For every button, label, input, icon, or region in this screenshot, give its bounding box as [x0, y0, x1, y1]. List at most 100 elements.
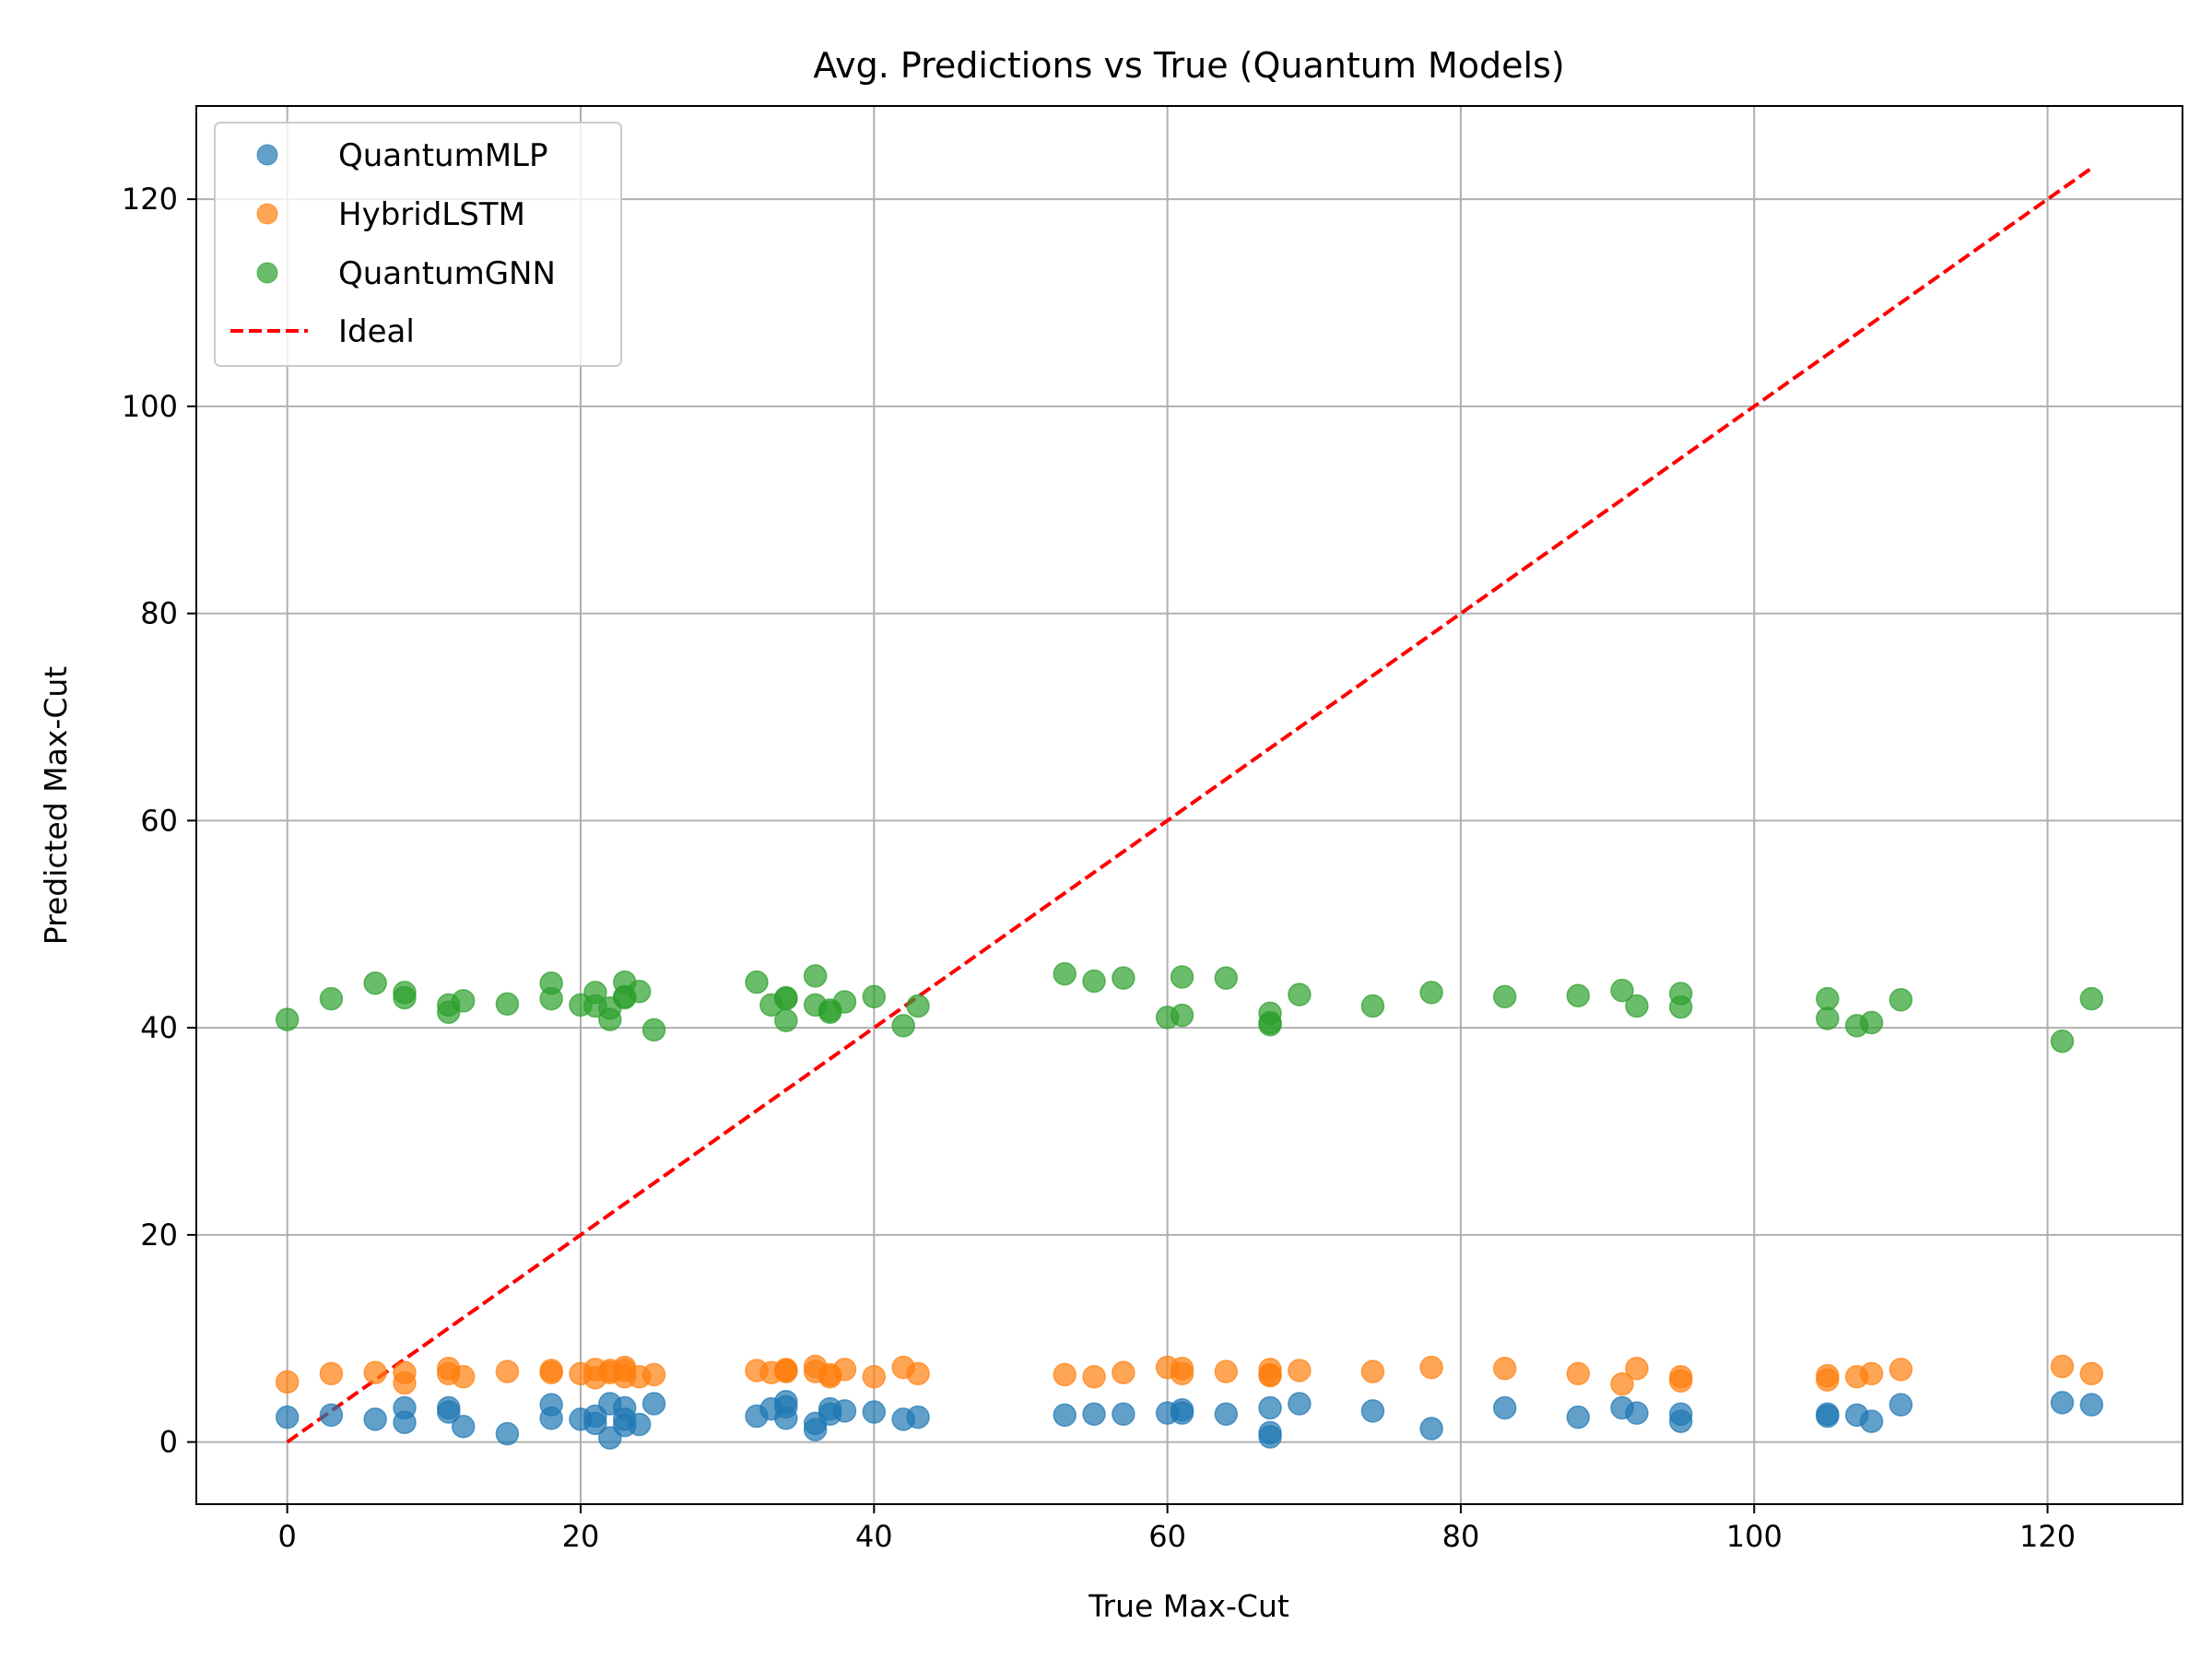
- point-hybridlstm: [906, 1361, 930, 1386]
- y-tick-label: 100: [122, 389, 178, 424]
- chart-title: Avg. Predictions vs True (Quantum Models…: [813, 45, 1564, 86]
- point-quantummlp: [1625, 1401, 1649, 1425]
- point-quantummlp: [583, 1411, 607, 1436]
- point-quantumgnn: [1112, 966, 1135, 990]
- point-hybridlstm: [1288, 1359, 1312, 1382]
- y-tick-label: 40: [140, 1010, 178, 1045]
- point-quantumgnn: [275, 1007, 300, 1031]
- point-hybridlstm: [1566, 1361, 1591, 1386]
- legend-marker-quantummlp: [256, 144, 278, 166]
- point-quantummlp: [1859, 1409, 1884, 1433]
- point-quantummlp: [275, 1405, 300, 1430]
- point-quantummlp: [1082, 1402, 1106, 1426]
- point-quantumgnn: [1610, 978, 1634, 1003]
- point-quantumgnn: [2050, 1029, 2075, 1053]
- point-quantummlp: [1288, 1392, 1312, 1416]
- point-quantummlp: [1492, 1395, 1517, 1420]
- point-quantummlp: [627, 1412, 652, 1437]
- point-hybridlstm: [832, 1358, 857, 1382]
- legend-marker-hybridlstm: [256, 203, 278, 225]
- point-hybridlstm: [1492, 1357, 1517, 1381]
- point-quantumgnn: [1668, 994, 1693, 1019]
- point-quantumgnn: [1888, 988, 1913, 1012]
- point-hybridlstm: [1625, 1357, 1649, 1381]
- x-tick-label: 120: [2019, 1519, 2076, 1554]
- point-quantumgnn: [1214, 966, 1239, 990]
- point-quantumgnn: [363, 971, 387, 995]
- point-quantumgnn: [1053, 961, 1077, 986]
- point-quantumgnn: [1566, 983, 1591, 1008]
- point-hybridlstm: [363, 1360, 387, 1385]
- plot-frame: [195, 105, 2183, 1505]
- point-quantummlp: [451, 1414, 476, 1439]
- y-tick-label: 120: [122, 182, 178, 217]
- legend-label-ideal: Ideal: [338, 313, 415, 350]
- x-tick-label: 100: [1726, 1519, 1783, 1554]
- point-hybridlstm: [1816, 1368, 1840, 1392]
- point-quantummlp: [1419, 1417, 1443, 1441]
- point-hybridlstm: [1859, 1361, 1884, 1386]
- point-quantummlp: [437, 1400, 461, 1424]
- point-hybridlstm: [451, 1365, 476, 1389]
- point-hybridlstm: [1053, 1362, 1077, 1387]
- point-hybridlstm: [495, 1359, 520, 1383]
- point-quantummlp: [1258, 1395, 1282, 1420]
- point-hybridlstm: [1082, 1365, 1106, 1389]
- x-tick-label: 20: [562, 1519, 600, 1554]
- point-quantumgnn: [1258, 1012, 1282, 1037]
- point-quantumgnn: [495, 992, 520, 1017]
- y-tick-label: 0: [159, 1425, 178, 1460]
- point-quantummlp: [1816, 1402, 1840, 1426]
- point-quantummlp: [1668, 1409, 1693, 1433]
- data-points: [275, 961, 2104, 1450]
- legend-label-hybridlstm: HybridLSTM: [338, 196, 525, 233]
- point-quantumgnn: [1170, 965, 1194, 989]
- point-quantummlp: [393, 1410, 417, 1434]
- point-quantumgnn: [774, 1008, 798, 1032]
- point-quantummlp: [1258, 1425, 1282, 1449]
- legend-label-quantumgnn: QuantumGNN: [338, 255, 556, 292]
- x-axis-label: True Max-Cut: [1088, 1588, 1289, 1624]
- series-hybridlstm: [275, 1354, 2104, 1396]
- point-hybridlstm: [774, 1358, 798, 1382]
- point-quantummlp: [1360, 1399, 1385, 1423]
- point-hybridlstm: [393, 1360, 417, 1385]
- point-quantummlp: [862, 1400, 887, 1424]
- point-quantummlp: [1053, 1403, 1077, 1428]
- point-quantumgnn: [862, 984, 887, 1009]
- point-hybridlstm: [539, 1360, 563, 1385]
- y-axis-ticks: 0 20 40 60 80 100 120: [122, 182, 196, 1460]
- y-tick-label: 20: [140, 1218, 178, 1253]
- point-quantummlp: [1112, 1402, 1135, 1426]
- point-quantumgnn: [745, 970, 769, 994]
- legend: QuantumMLP HybridLSTM QuantumGNN Ideal: [214, 122, 622, 367]
- point-quantumgnn: [393, 985, 417, 1010]
- x-axis-ticks: 0 20 40 60 80 100 120: [277, 1504, 2076, 1554]
- point-quantummlp: [1888, 1393, 1913, 1417]
- point-quantumgnn: [1288, 982, 1312, 1006]
- point-quantummlp: [774, 1394, 798, 1419]
- y-tick-label: 60: [140, 803, 178, 838]
- point-hybridlstm: [1668, 1369, 1693, 1394]
- point-hybridlstm: [1170, 1361, 1194, 1386]
- point-quantumgnn: [1625, 994, 1649, 1018]
- point-hybridlstm: [862, 1365, 887, 1389]
- point-quantumgnn: [641, 1018, 666, 1042]
- point-hybridlstm: [319, 1361, 344, 1386]
- point-quantumgnn: [627, 980, 652, 1004]
- point-quantumgnn: [891, 1014, 915, 1038]
- point-hybridlstm: [1419, 1355, 1443, 1380]
- point-hybridlstm: [1214, 1359, 1239, 1383]
- point-quantummlp: [1566, 1405, 1591, 1430]
- point-quantumgnn: [1859, 1010, 1884, 1035]
- point-quantummlp: [539, 1406, 563, 1430]
- x-tick-label: 80: [1442, 1519, 1480, 1554]
- y-axis-label: Predicted Max-Cut: [38, 666, 74, 945]
- legend-marker-quantumgnn: [256, 262, 278, 284]
- point-hybridlstm: [2050, 1354, 2075, 1379]
- point-quantummlp: [1170, 1401, 1194, 1425]
- point-quantummlp: [319, 1403, 344, 1428]
- point-quantummlp: [2050, 1391, 2075, 1415]
- point-quantummlp: [641, 1392, 666, 1416]
- point-quantumgnn: [1816, 986, 1840, 1011]
